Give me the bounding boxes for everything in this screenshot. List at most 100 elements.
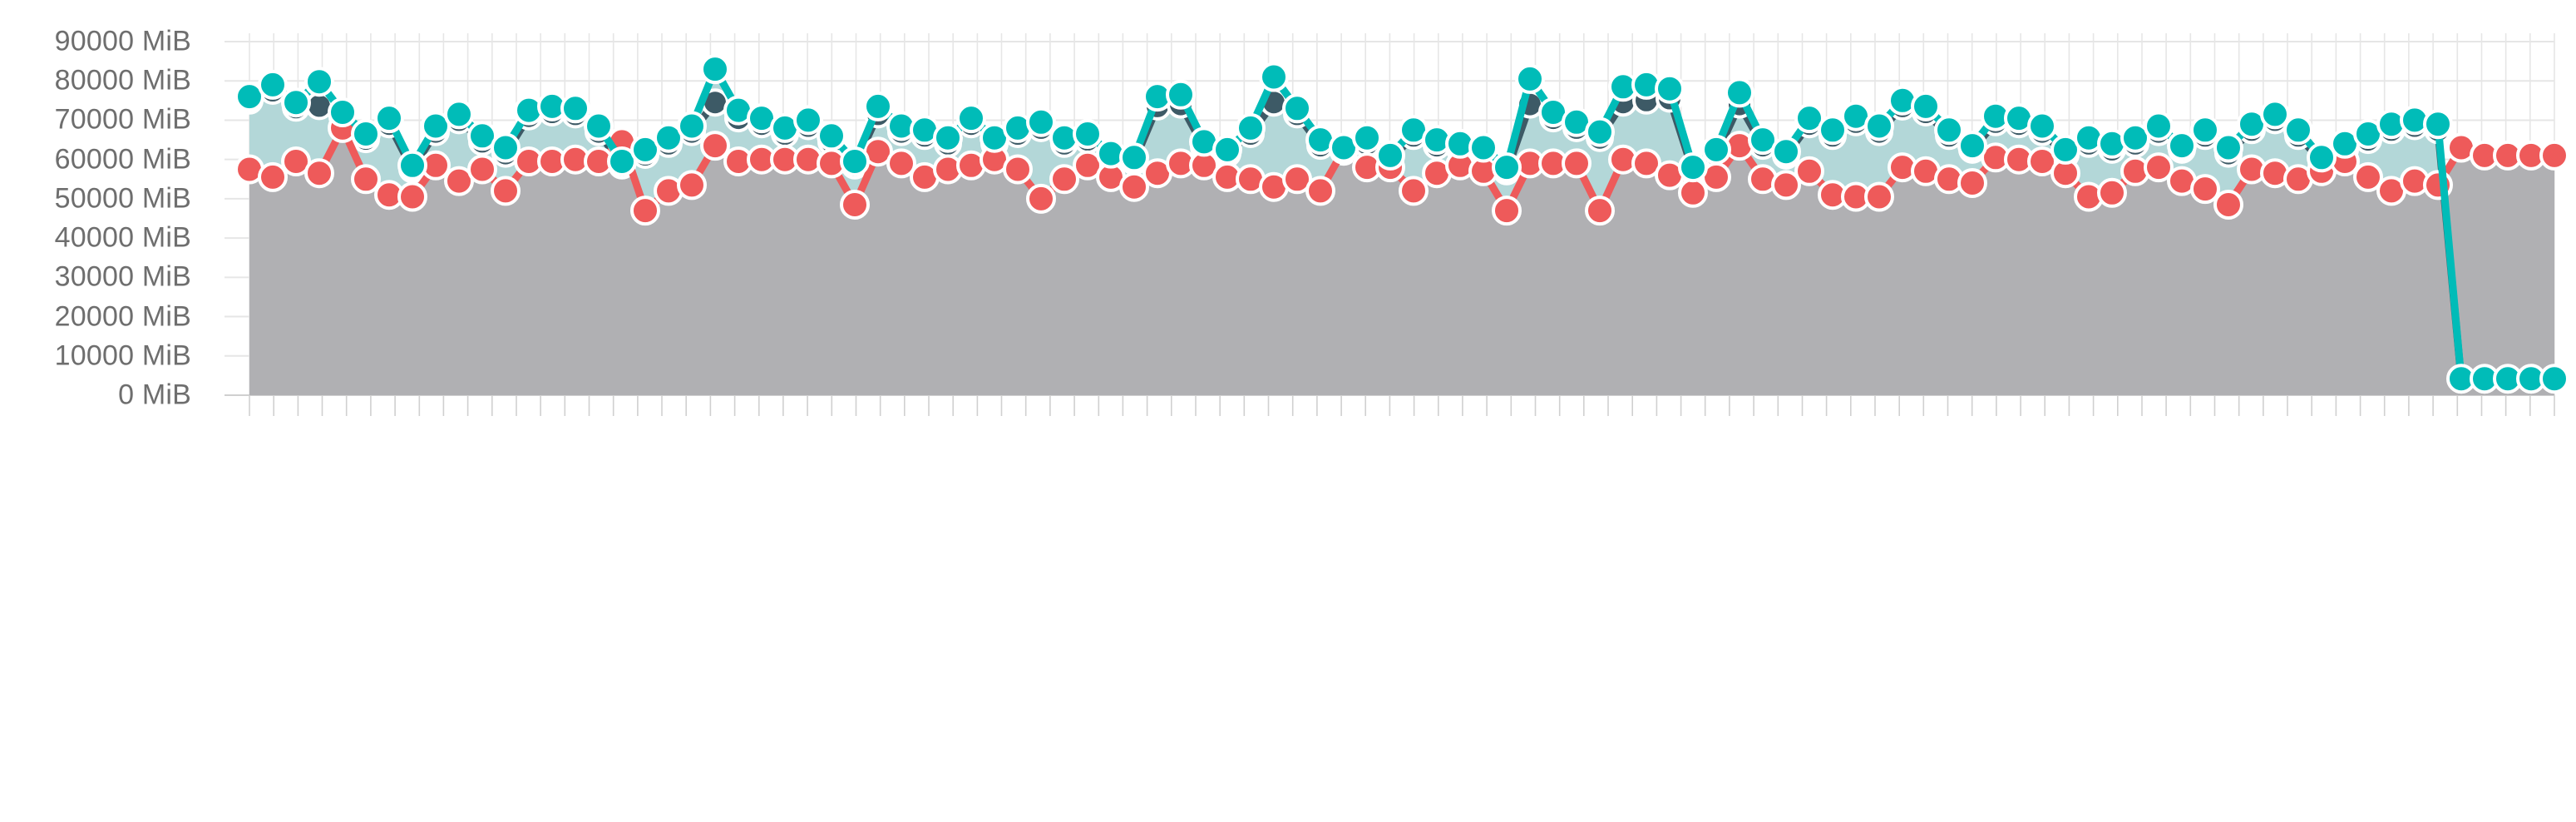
data-point-teal[interactable]	[630, 134, 660, 165]
data-point-red[interactable]	[2190, 174, 2220, 205]
data-point-teal[interactable]	[584, 111, 614, 141]
data-point-red[interactable]	[1631, 148, 1661, 179]
data-point-teal[interactable]	[607, 146, 637, 176]
data-point-teal[interactable]	[1375, 140, 1405, 171]
data-point-teal[interactable]	[444, 99, 474, 130]
data-point-teal[interactable]	[234, 82, 264, 112]
data-point-red[interactable]	[2213, 190, 2243, 220]
data-point-teal[interactable]	[1119, 142, 1149, 173]
data-point-red[interactable]	[1492, 196, 1522, 226]
data-point-red[interactable]	[1771, 170, 1801, 201]
data-point-red[interactable]	[467, 154, 497, 185]
data-point-red[interactable]	[1305, 176, 1335, 206]
data-point-teal[interactable]	[374, 103, 404, 134]
data-point-red[interactable]	[700, 131, 730, 161]
data-point-teal[interactable]	[1748, 125, 1778, 156]
data-point-teal[interactable]	[840, 146, 870, 176]
data-point-red[interactable]	[1073, 150, 1103, 181]
data-point-teal[interactable]	[2144, 111, 2174, 141]
data-point-red[interactable]	[444, 166, 474, 196]
data-point-teal[interactable]	[677, 111, 707, 141]
data-point-red[interactable]	[1585, 196, 1615, 226]
data-point-red[interactable]	[2353, 161, 2383, 192]
data-point-teal[interactable]	[467, 121, 497, 151]
data-point-teal[interactable]	[1212, 134, 1242, 165]
data-point-red[interactable]	[2539, 140, 2569, 171]
data-point-red[interactable]	[1399, 176, 1429, 206]
data-point-teal[interactable]	[2167, 131, 2197, 161]
data-point-teal[interactable]	[1515, 63, 1545, 94]
data-point-red[interactable]	[1864, 181, 1894, 212]
data-point-teal[interactable]	[2190, 115, 2220, 146]
data-point-teal[interactable]	[328, 97, 358, 127]
data-point-teal[interactable]	[2539, 364, 2569, 394]
data-point-red[interactable]	[2144, 152, 2174, 183]
data-point-teal[interactable]	[1818, 115, 1848, 146]
data-point-teal[interactable]	[2283, 115, 2313, 146]
data-point-teal[interactable]	[1911, 91, 1941, 121]
data-point-teal[interactable]	[2423, 109, 2453, 140]
data-point-teal[interactable]	[2213, 132, 2243, 163]
data-point-teal[interactable]	[351, 119, 381, 149]
data-point-red[interactable]	[491, 176, 521, 206]
data-point-teal[interactable]	[1585, 116, 1615, 147]
data-point-teal[interactable]	[1957, 131, 1987, 161]
data-point-red[interactable]	[281, 146, 311, 176]
data-point-teal[interactable]	[1934, 115, 1964, 146]
data-point-red[interactable]	[2097, 177, 2127, 208]
data-point-red[interactable]	[2027, 146, 2057, 176]
data-point-teal[interactable]	[1166, 79, 1196, 110]
data-point-teal[interactable]	[2260, 99, 2290, 130]
data-point-teal[interactable]	[491, 132, 521, 163]
data-point-teal[interactable]	[258, 69, 288, 100]
data-point-teal[interactable]	[1492, 152, 1522, 183]
data-point-teal[interactable]	[956, 103, 986, 134]
data-point-teal[interactable]	[1655, 73, 1685, 104]
data-point-red[interactable]	[1003, 154, 1033, 185]
data-point-teal[interactable]	[1794, 103, 1824, 134]
data-point-teal[interactable]	[1725, 77, 1754, 108]
data-point-teal[interactable]	[654, 122, 683, 153]
data-point-red[interactable]	[1957, 168, 1987, 198]
data-point-teal[interactable]	[1771, 136, 1801, 167]
data-point-teal[interactable]	[421, 111, 451, 141]
data-point-teal[interactable]	[863, 91, 893, 121]
data-point-teal[interactable]	[560, 93, 590, 124]
data-point-teal[interactable]	[817, 121, 846, 151]
data-point-red[interactable]	[630, 196, 660, 226]
data-point-teal[interactable]	[793, 105, 823, 136]
data-point-red[interactable]	[397, 181, 427, 212]
data-point-red[interactable]	[304, 158, 334, 189]
data-point-teal[interactable]	[933, 122, 963, 153]
data-point-teal[interactable]	[1282, 93, 1312, 124]
data-point-teal[interactable]	[2050, 134, 2080, 165]
data-point-red[interactable]	[258, 161, 288, 192]
data-point-red[interactable]	[351, 164, 381, 195]
data-point-red[interactable]	[1794, 156, 1824, 186]
data-point-red[interactable]	[1282, 164, 1312, 195]
data-point-teal[interactable]	[304, 67, 334, 97]
data-point-teal[interactable]	[1026, 106, 1056, 137]
data-point-teal[interactable]	[1678, 152, 1708, 183]
data-point-teal[interactable]	[1352, 122, 1382, 153]
data-point-red[interactable]	[1562, 148, 1591, 179]
data-point-teal[interactable]	[1259, 62, 1289, 92]
data-point-red[interactable]	[840, 190, 870, 220]
data-point-red[interactable]	[677, 170, 707, 201]
data-point-teal[interactable]	[1073, 119, 1103, 149]
data-point-teal[interactable]	[1864, 111, 1894, 141]
data-point-red[interactable]	[1678, 177, 1708, 208]
data-point-teal[interactable]	[1468, 132, 1498, 163]
data-point-teal[interactable]	[2120, 122, 2150, 153]
data-point-red[interactable]	[886, 148, 916, 179]
data-point-teal[interactable]	[2027, 111, 2057, 141]
data-point-teal[interactable]	[700, 54, 730, 85]
data-point-teal[interactable]	[1701, 134, 1731, 165]
data-point-red[interactable]	[1049, 164, 1079, 195]
data-point-teal[interactable]	[2307, 142, 2337, 173]
data-point-teal[interactable]	[1236, 112, 1266, 143]
data-point-teal[interactable]	[397, 150, 427, 181]
data-point-teal[interactable]	[281, 87, 311, 118]
data-point-red[interactable]	[1026, 183, 1056, 214]
